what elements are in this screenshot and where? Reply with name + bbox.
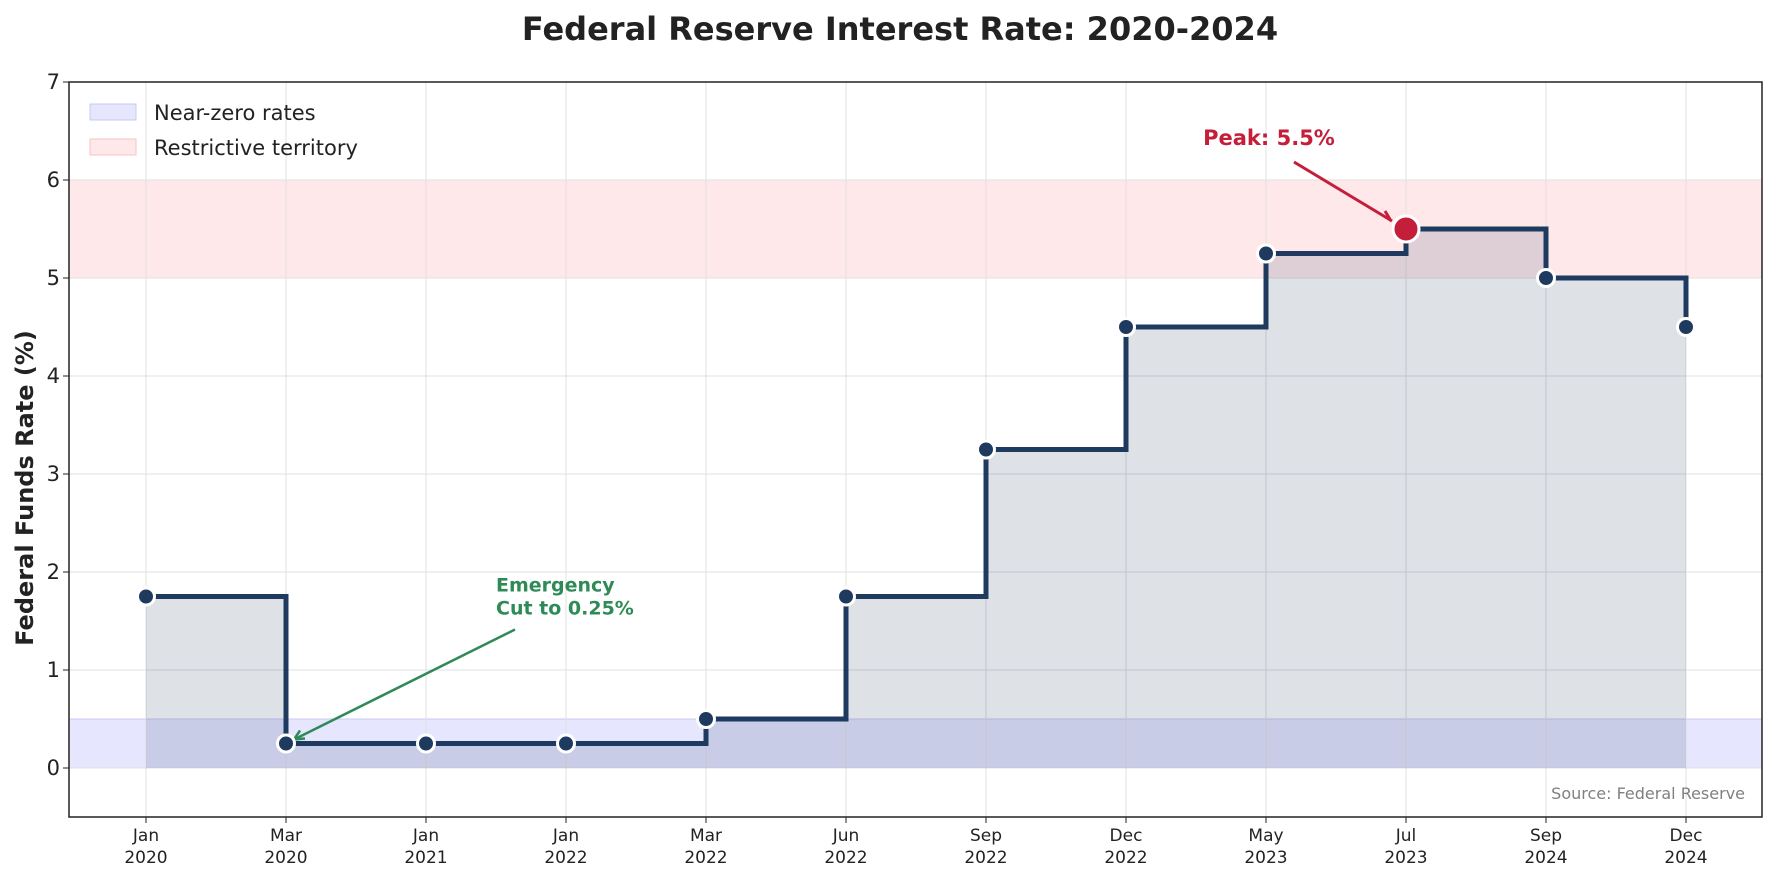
x-tick-label-line: 2024 <box>1524 848 1567 868</box>
x-tick-label: Mar 2020 <box>264 826 307 868</box>
peak-arrow-head <box>1383 210 1393 222</box>
y-tick-label: 1 <box>47 658 60 682</box>
x-tick-label-line: Jan <box>412 826 439 846</box>
points-layer <box>136 214 1696 754</box>
data-point <box>1676 317 1696 337</box>
x-tick-label-line: 2020 <box>124 848 167 868</box>
legend-swatch <box>89 138 137 156</box>
data-point <box>836 586 856 607</box>
grid-layer <box>69 81 1762 817</box>
chart-title: Federal Reserve Interest Rate: 2020-2024 <box>522 10 1278 48</box>
legend-label: Restrictive territory <box>154 136 358 160</box>
fill-layer <box>146 229 1686 768</box>
data-point <box>696 709 716 729</box>
x-tick-label: Jul 2023 <box>1384 826 1427 868</box>
x-tick-label: Jan 2022 <box>544 826 587 868</box>
emergency-arrow <box>293 628 516 741</box>
x-tick-label-line: Dec <box>1110 826 1143 846</box>
emergency-annotation-line: Cut to 0.25% <box>496 598 634 620</box>
y-tick-label: 4 <box>47 364 60 388</box>
data-point <box>136 586 156 607</box>
y-tick-label: 2 <box>47 560 60 584</box>
x-tick-label-line: Jan <box>552 826 579 846</box>
source-note: Source: Federal Reserve <box>1551 784 1745 803</box>
x-tick-label-line: Sep <box>1530 826 1562 846</box>
legend-label: Near-zero rates <box>154 101 316 125</box>
peak-annotation-label: Peak: 5.5% <box>1203 126 1335 150</box>
data-point <box>556 733 576 754</box>
emergency-annotation-label: Emergency Cut to 0.25% <box>496 575 634 620</box>
y-tick-label: 7 <box>47 70 60 94</box>
x-tick-label: Jan 2020 <box>124 826 167 868</box>
peak-point <box>1391 214 1421 244</box>
data-point <box>1116 317 1136 337</box>
x-tick-label-line: Dec <box>1670 826 1703 846</box>
x-tick-label-line: Mar <box>270 826 302 846</box>
x-tick-label: Jan 2021 <box>404 826 447 868</box>
legend: Near-zero rates Restrictive territory <box>89 101 358 160</box>
data-point <box>976 439 996 460</box>
x-tick-label: Jun 2022 <box>824 826 867 868</box>
x-tick-label-line: 2022 <box>544 848 587 868</box>
x-tick-label-line: Mar <box>690 826 722 846</box>
x-tick-label-line: 2023 <box>1384 848 1427 868</box>
x-tick-label-line: 2022 <box>964 848 1007 868</box>
y-tick-label: 6 <box>47 168 60 192</box>
peak-arrow <box>1293 160 1393 223</box>
legend-swatch <box>89 103 137 121</box>
data-point <box>1256 243 1276 264</box>
x-tick-label: Sep 2024 <box>1524 826 1567 868</box>
x-tick-label-line: May <box>1248 826 1283 846</box>
y-tick-label: 0 <box>47 756 60 780</box>
x-tick-label: May 2023 <box>1244 826 1287 868</box>
x-tick-label-line: Jan <box>132 826 159 846</box>
x-tick-label-line: 2022 <box>1104 848 1147 868</box>
data-point <box>276 733 296 754</box>
annotation-layer: Peak: 5.5% Emergency Cut to 0.25% <box>292 126 1393 741</box>
y-tick-label: 3 <box>47 462 60 486</box>
x-tick-label: Sep 2022 <box>964 826 1007 868</box>
x-tick-label-line: 2021 <box>404 848 447 868</box>
x-tick-label-line: 2023 <box>1244 848 1287 868</box>
y-axis-label: Federal Funds Rate (%) <box>11 330 39 646</box>
x-tick-label-line: 2022 <box>684 848 727 868</box>
x-tick-label: Dec 2024 <box>1664 826 1707 868</box>
emergency-arrow-head <box>292 729 306 741</box>
x-tick-label-line: 2020 <box>264 848 307 868</box>
x-tick-label-line: 2024 <box>1664 848 1707 868</box>
x-tick-label: Dec 2022 <box>1104 826 1147 868</box>
data-point <box>416 733 436 754</box>
x-tick-label-line: 2022 <box>824 848 867 868</box>
data-point <box>1536 268 1556 288</box>
x-tick-label-line: Sep <box>970 826 1002 846</box>
x-tick-label: Mar 2022 <box>684 826 727 868</box>
y-tick-label: 5 <box>47 266 60 290</box>
x-tick-label-line: Jul <box>1395 826 1417 846</box>
emergency-annotation-line: Emergency <box>496 575 615 597</box>
x-tick-label-line: Jun <box>832 826 860 846</box>
area-fill <box>146 229 1686 768</box>
plot-frame <box>68 81 1763 818</box>
